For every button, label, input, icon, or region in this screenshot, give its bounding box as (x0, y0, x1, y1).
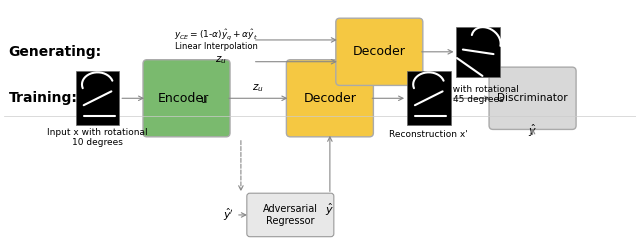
Text: u: u (200, 95, 207, 105)
Text: Adversarial
Regressor: Adversarial Regressor (263, 204, 318, 226)
Text: Input x with rotational
10 degrees: Input x with rotational 10 degrees (47, 128, 148, 147)
Text: Generating:: Generating: (8, 45, 102, 59)
Text: Decoder: Decoder (303, 92, 356, 105)
Text: $\hat{y}'$: $\hat{y}'$ (223, 207, 234, 223)
Text: Decoder: Decoder (353, 45, 406, 58)
Text: Discriminator: Discriminator (497, 93, 568, 103)
Bar (407, 71, 451, 125)
Text: Linear Interpolation: Linear Interpolation (175, 42, 258, 51)
Bar (76, 71, 119, 125)
Text: $z_u$: $z_u$ (252, 82, 264, 94)
Text: $y_{CE}=(1\text{-}\alpha)\hat{y}_q+\alpha\hat{y}_t$: $y_{CE}=(1\text{-}\alpha)\hat{y}_q+\alph… (174, 28, 258, 42)
FancyBboxPatch shape (489, 67, 576, 129)
Bar (456, 27, 500, 77)
Text: CE with rotational
45 degrees: CE with rotational 45 degrees (438, 85, 518, 104)
FancyBboxPatch shape (286, 60, 373, 137)
Text: $\hat{y}$: $\hat{y}$ (325, 202, 334, 218)
FancyBboxPatch shape (247, 193, 334, 237)
Text: $\hat{y}$: $\hat{y}$ (528, 123, 537, 139)
Text: Encoder: Encoder (158, 92, 209, 105)
Text: $z_u$: $z_u$ (215, 54, 227, 66)
FancyBboxPatch shape (143, 60, 230, 137)
FancyBboxPatch shape (336, 18, 423, 85)
Text: Training:: Training: (8, 91, 77, 105)
Text: Reconstruction x': Reconstruction x' (389, 130, 468, 139)
